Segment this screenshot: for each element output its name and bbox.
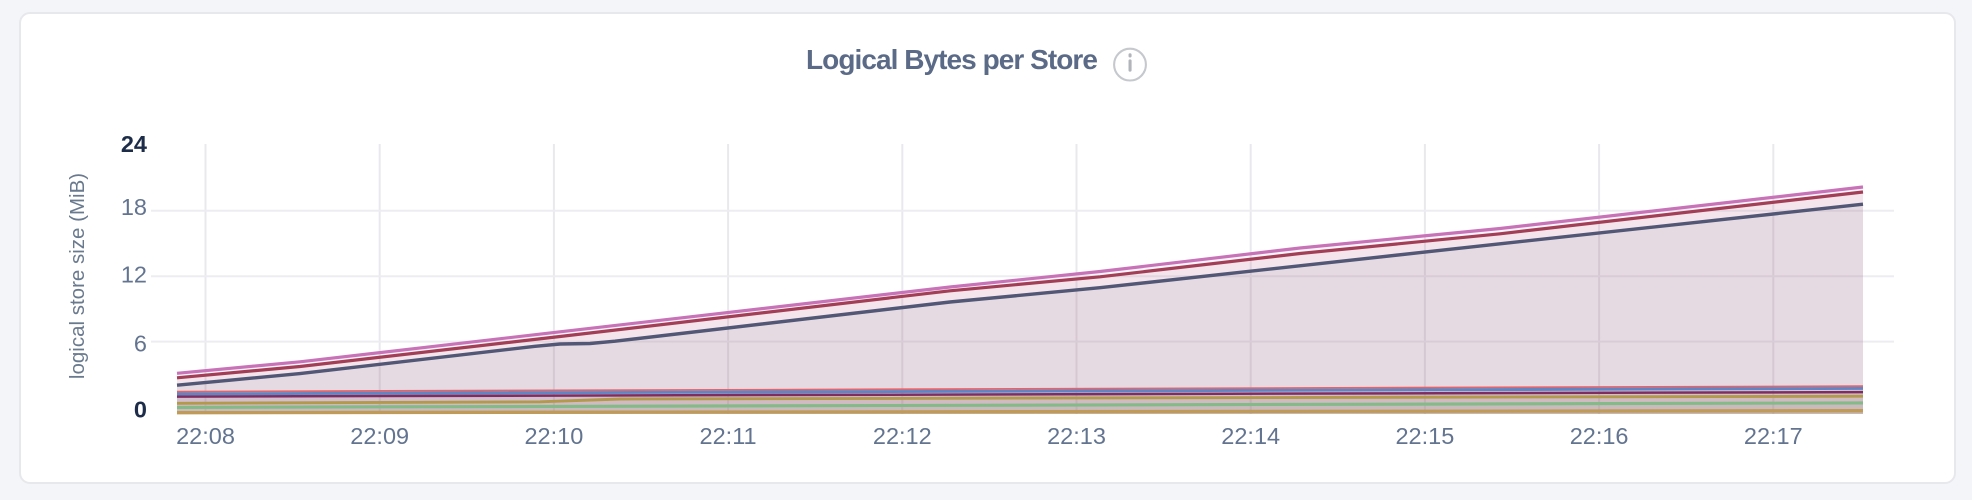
svg-text:12: 12 [121,261,147,287]
svg-text:22:13: 22:13 [1047,423,1106,449]
svg-text:22:14: 22:14 [1221,423,1280,449]
svg-text:22:15: 22:15 [1395,423,1454,449]
svg-text:logical store size (MiB): logical store size (MiB) [66,173,89,379]
svg-text:6: 6 [134,330,147,356]
svg-text:18: 18 [121,194,147,220]
svg-text:22:08: 22:08 [176,423,235,449]
svg-text:24: 24 [121,131,147,157]
svg-text:22:17: 22:17 [1744,423,1803,449]
svg-text:22:12: 22:12 [873,423,932,449]
svg-text:22:16: 22:16 [1570,423,1629,449]
svg-text:22:11: 22:11 [700,423,757,449]
svg-text:22:09: 22:09 [350,423,409,449]
svg-text:0: 0 [134,396,147,422]
svg-text:22:10: 22:10 [524,423,583,449]
